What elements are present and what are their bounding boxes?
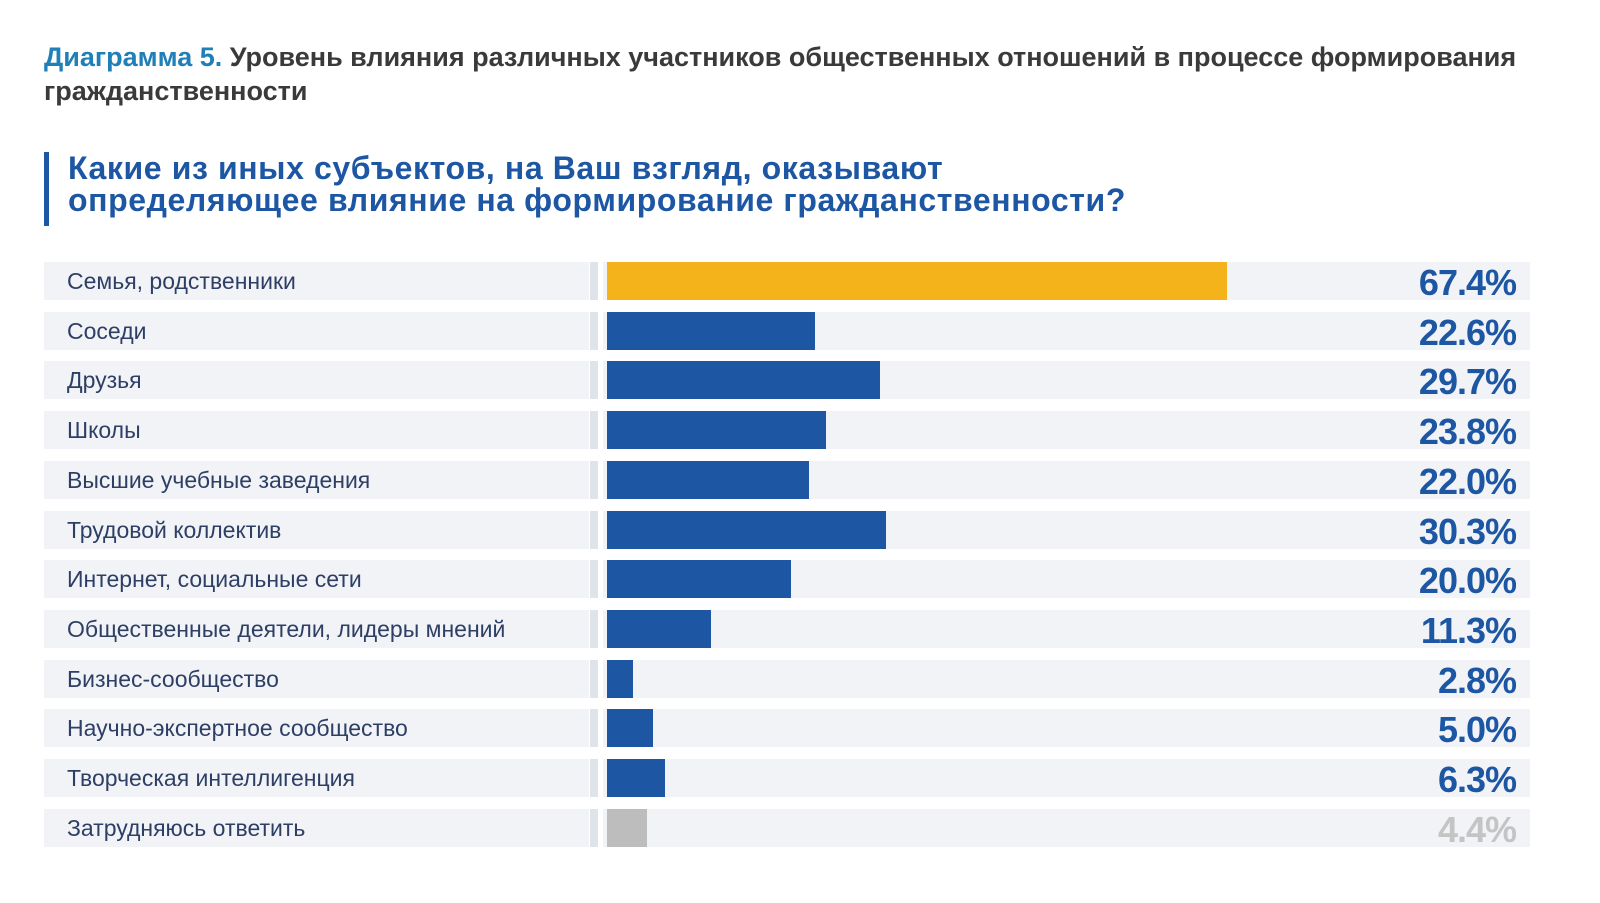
bar: [607, 560, 791, 598]
row-divider: [590, 709, 598, 747]
row-divider: [590, 461, 598, 499]
category-label-cell: Семья, родственники: [44, 262, 589, 300]
diagram-title-text: Уровень влияния различных участников общ…: [44, 42, 1517, 106]
value-label: 23.8%: [1418, 411, 1517, 452]
bar: [607, 511, 886, 549]
category-label: Интернет, социальные сети: [67, 566, 362, 592]
category-label-cell: Школы: [44, 411, 589, 449]
bar: [607, 361, 881, 399]
value-label: 20.0%: [1418, 560, 1517, 601]
bar-track: [603, 709, 1530, 747]
value-label: 22.0%: [1418, 461, 1517, 502]
category-label: Бизнес-сообщество: [67, 666, 279, 692]
category-label-cell: Интернет, социальные сети: [44, 560, 589, 598]
category-label: Трудовой коллектив: [67, 517, 282, 543]
bar: [607, 709, 653, 747]
value-label: 2.8%: [1437, 660, 1517, 701]
chart-row: Школы 23.8%: [44, 411, 1530, 452]
question-line-2: определяющее влияние на формирование гра…: [68, 182, 1126, 218]
category-label-cell: Высшие учебные заведения: [44, 461, 589, 499]
bar: [607, 262, 1228, 300]
category-label: Затрудняюсь ответить: [67, 815, 306, 841]
row-divider: [590, 312, 598, 350]
category-label-cell: Творческая интеллигенция: [44, 759, 589, 797]
value-label: 29.7%: [1418, 361, 1517, 402]
category-label-cell: Друзья: [44, 361, 589, 399]
category-label-cell: Затрудняюсь ответить: [44, 809, 589, 847]
chart-row: Трудовой коллектив 30.3%: [44, 511, 1530, 552]
value-label: 30.3%: [1418, 511, 1517, 552]
category-label-cell: Общественные деятели, лидеры мнений: [44, 610, 589, 648]
bar: [607, 411, 826, 449]
bar-track: [603, 809, 1530, 847]
value-label: 4.4%: [1437, 809, 1517, 850]
chart-row: Общественные деятели, лидеры мнений 11.3%: [44, 610, 1530, 651]
bar: [607, 660, 633, 698]
chart-question: Какие из иных субъектов, на Ваш взгляд, …: [44, 152, 1126, 226]
chart-row: Бизнес-сообщество 2.8%: [44, 660, 1530, 701]
bar-chart: Семья, родственники 67.4% Соседи 22.6% Друзь…: [44, 262, 1530, 852]
category-label: Соседи: [67, 318, 147, 344]
bar-track: [603, 610, 1530, 648]
category-label: Научно-экспертное сообщество: [67, 715, 408, 741]
category-label-cell: Соседи: [44, 312, 589, 350]
chart-row: Соседи 22.6%: [44, 312, 1530, 353]
bar: [607, 610, 711, 648]
row-divider: [590, 560, 598, 598]
value-label: 22.6%: [1418, 312, 1517, 353]
bar: [607, 759, 665, 797]
category-label: Семья, родственники: [67, 268, 296, 294]
value-label: 11.3%: [1420, 610, 1517, 651]
category-label: Творческая интеллигенция: [67, 765, 355, 791]
row-divider: [590, 759, 598, 797]
category-label: Друзья: [67, 367, 142, 393]
category-label: Высшие учебные заведения: [67, 467, 371, 493]
row-divider: [590, 262, 598, 300]
chart-row: Научно-экспертное сообщество 5.0%: [44, 709, 1530, 750]
chart-row: Интернет, социальные сети 20.0%: [44, 560, 1530, 601]
bar: [607, 461, 810, 499]
chart-row: Высшие учебные заведения 22.0%: [44, 461, 1530, 502]
row-divider: [590, 610, 598, 648]
value-label: 67.4%: [1418, 262, 1517, 303]
question-line-1: Какие из иных субъектов, на Ваш взгляд, …: [68, 150, 944, 186]
chart-row: Затрудняюсь ответить 4.4%: [44, 809, 1530, 850]
category-label-cell: Научно-экспертное сообщество: [44, 709, 589, 747]
row-divider: [590, 660, 598, 698]
category-label: Школы: [67, 417, 141, 443]
bar: [607, 809, 648, 847]
row-divider: [590, 511, 598, 549]
bar-track: [603, 759, 1530, 797]
category-label-cell: Трудовой коллектив: [44, 511, 589, 549]
chart-row: Семья, родственники 67.4%: [44, 262, 1530, 303]
value-label: 6.3%: [1437, 759, 1517, 800]
diagram-number: Диаграмма 5.: [44, 42, 223, 72]
value-label: 5.0%: [1437, 709, 1517, 750]
row-divider: [590, 809, 598, 847]
chart-row: Творческая интеллигенция 6.3%: [44, 759, 1530, 800]
row-divider: [590, 361, 598, 399]
category-label-cell: Бизнес-сообщество: [44, 660, 589, 698]
category-label: Общественные деятели, лидеры мнений: [67, 616, 506, 642]
bar-track: [603, 660, 1530, 698]
chart-row: Друзья 29.7%: [44, 361, 1530, 402]
diagram-title: Диаграмма 5. Уровень влияния различных у…: [44, 40, 1544, 108]
row-divider: [590, 411, 598, 449]
bar: [607, 312, 815, 350]
